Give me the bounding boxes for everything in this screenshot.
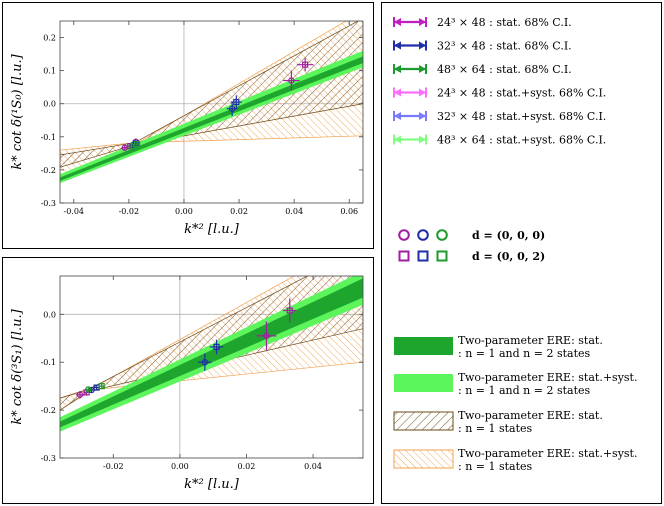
x-tick-label-2: 0.00 [171,462,189,471]
data-point-6 [201,359,209,366]
legend-boost-marker-0-0 [398,229,410,241]
band-green-stat [60,56,363,181]
legend-lattice-label-2: 48³ × 64 : stat. 68% C.I. [437,63,572,76]
legend-lattice-arrow-left-5 [394,135,401,144]
legend-lattice-label-0: 24³ × 48 : stat. 68% C.I. [437,16,572,29]
legend: 24³ × 48 : stat. 68% C.I. 32³ × 48 : stat… [393,16,637,473]
legend-band-sublabel-2: : n = 1 states [458,422,533,435]
y-tick-label-0: -0.3 [41,454,56,463]
x-axis-label: k*² [l.u.] [184,477,240,492]
y-tick-label-1: -0.2 [41,166,56,175]
legend-boost-marker-1-1 [417,250,429,262]
data-point-10 [302,61,309,68]
y-tick-label-2: -0.1 [41,358,56,367]
band-green-stat [60,278,363,428]
x-tick-label-3: 0.02 [230,207,248,216]
legend-band-swatch-2 [393,411,454,431]
data-point-6 [134,140,141,148]
legend-band-label-3: Two-parameter ERE: stat.+syst. [458,447,637,460]
legend-lattice-arrow-right-4 [419,112,426,120]
y-tick-label-4: 0.1 [43,67,56,76]
x-tick-label-0: -0.04 [64,207,85,216]
x-tick-label-1: -0.02 [119,207,140,216]
x-axis-label: k*² [l.u.] [184,222,240,237]
y-tick-label-5: 0.2 [43,34,56,43]
legend-panel: 24³ × 48 : stat. 68% C.I. 32³ × 48 : stat… [381,2,662,504]
x-tick-label-5: 0.06 [340,207,358,216]
legend-lattice-label-1: 32³ × 48 : stat. 68% C.I. [437,40,572,53]
chart-3s1: -0.02 0.00 0.02 0.04 -0.3 -0.2 -0.1 0.0 k*² [l.u… [10,275,364,492]
legend-lattice-arrow-right-1 [419,41,426,50]
legend-lattice-label-5: 48³ × 64 : stat.+syst. 68% C.I. [437,134,606,147]
data-point-9 [286,307,293,314]
legend-lattice-arrow-right-3 [419,88,426,97]
data-point-7 [213,343,220,350]
plot-frame [59,275,364,459]
x-tick-label-4: 0.04 [304,462,322,471]
x-tick-label-1: -0.02 [103,462,124,471]
legend-boost-marker-1-0 [398,250,410,262]
y-tick-label-2: -0.1 [41,133,56,142]
y-tick-label-1: -0.2 [41,406,56,415]
legend-band-swatch-3 [393,449,454,469]
legend-band-sublabel-1: : n = 1 and n = 2 states [458,384,591,397]
legend-lattice-label-4: 32³ × 48 : stat.+syst. 68% C.I. [437,110,606,123]
chart-1s0: -0.04 -0.02 0.00 0.02 0.04 0.06 -0.3 -0.2 -0.1 0.… [10,20,364,237]
legend-band-sublabel-3: : n = 1 states [458,460,533,473]
legend-lattice-arrow-left-4 [394,112,401,120]
legend-band-sublabel-0: : n = 1 and n = 2 states [458,347,591,360]
top-plot-panel: -0.04 -0.02 0.00 0.02 0.04 0.06 -0.3 -0.2 -0.1 0.… [2,2,374,249]
plot-frame [59,20,364,204]
data-point-0 [76,391,84,398]
legend-band-label-1: Two-parameter ERE: stat.+syst. [458,371,637,384]
legend-lattice-arrow-left-2 [394,65,401,73]
y-axis-label: k* cot δ(³S₁) [l.u.] [10,308,25,424]
plot-area [60,276,363,458]
legend-boost-marker-0-1 [417,229,429,241]
bottom-plot-panel: -0.02 0.00 0.02 0.04 -0.3 -0.2 -0.1 0.0 k*² [l.u… [2,257,374,504]
data-point-8 [263,332,270,340]
y-tick-label-3: 0.0 [43,100,56,109]
y-tick-label-0: -0.3 [41,199,56,208]
x-tick-label-3: 0.02 [238,462,256,471]
legend-band-swatch-0 [394,337,453,355]
legend-lattice-arrow-left-3 [394,88,401,97]
data-point-5 [98,383,105,390]
x-tick-label-2: 0.00 [175,207,193,216]
band-black-hatched [60,276,363,411]
plot-area [60,21,363,203]
x-tick-label-4: 0.04 [285,207,303,216]
legend-band-swatch-1 [394,374,453,392]
data-point-4 [85,386,92,393]
data-point-9 [288,77,295,84]
legend-boost-label-0: d = (0, 0, 0) [472,229,545,242]
legend-boost-marker-1-2 [436,250,448,262]
y-axis-label: k* cot δ(¹S₀) [l.u.] [10,53,25,169]
data-point-7 [228,105,236,112]
legend-lattice-arrow-left-1 [394,41,401,50]
legend-lattice-arrow-right-0 [419,18,426,26]
legend-band-label-2: Two-parameter ERE: stat. [458,409,603,422]
legend-band-label-0: Two-parameter ERE: stat. [458,334,603,347]
data-point-8 [233,98,240,106]
y-tick-label-3: 0.0 [43,310,56,319]
legend-lattice-arrow-left-0 [394,18,401,26]
legend-lattice-arrow-right-2 [419,65,426,73]
legend-boost-marker-0-2 [436,229,448,241]
legend-lattice-label-3: 24³ × 48 : stat.+syst. 68% C.I. [437,87,606,100]
legend-boost-label-1: d = (0, 0, 2) [472,250,545,263]
legend-lattice-arrow-right-5 [419,135,426,144]
